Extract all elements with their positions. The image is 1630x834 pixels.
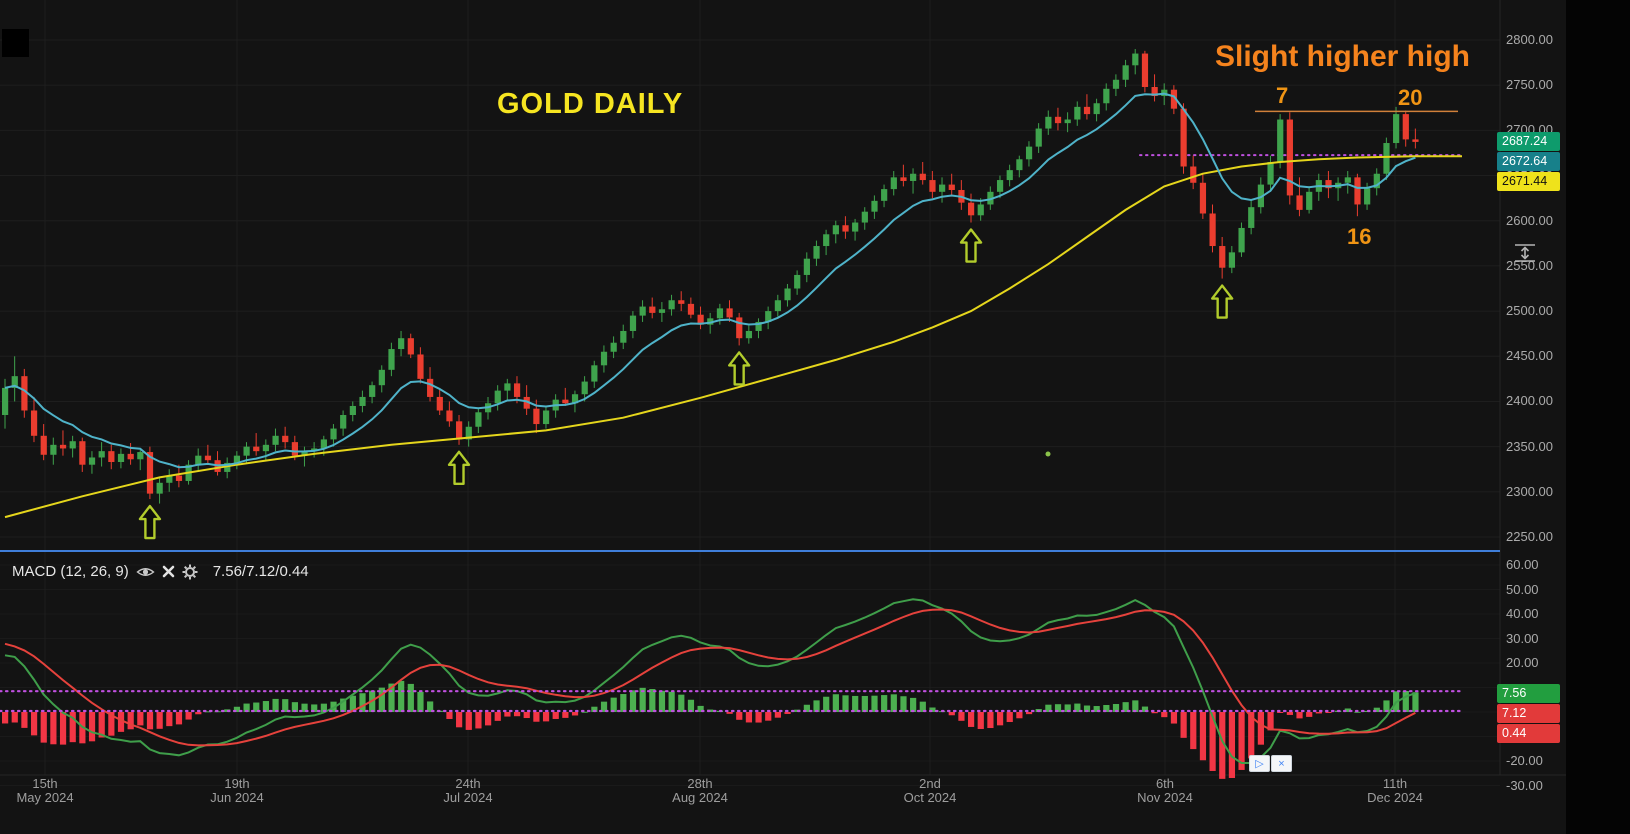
ad-badges: ▷ ×: [1249, 755, 1292, 772]
indicator-name: MACD (12, 26, 9): [12, 563, 129, 580]
price-tick-label: 2800.00: [1506, 32, 1553, 47]
indicator-header: MACD (12, 26, 9) 7.56/7.12/0.44: [12, 563, 309, 580]
price-tag: 2671.44: [1497, 172, 1560, 192]
time-axis-month-label: Jun 2024: [210, 790, 264, 805]
annotation-peak-7: 7: [1276, 83, 1289, 108]
price-tick-label: 2600.00: [1506, 212, 1553, 228]
price-tick-label: 2500.00: [1506, 303, 1553, 319]
time-axis-day-label: 28th: [687, 776, 713, 791]
time-axis-day-label: 6th: [1155, 776, 1175, 791]
macd-value-tag: 7.56: [1497, 683, 1560, 703]
macd-value-tag: 7.12: [1497, 703, 1560, 723]
annotation-dip-16: 16: [1347, 224, 1372, 249]
annotation-peak-20: 20: [1398, 85, 1423, 110]
time-axis-month-label: Nov 2024: [1137, 790, 1193, 805]
price-tag: 2687.24: [1497, 132, 1560, 152]
time-axis-month-label: May 2024: [16, 790, 74, 805]
macd-tick-label: 20.00: [1506, 655, 1539, 670]
time-axis-month-label: Oct 2024: [903, 790, 957, 805]
macd-tick-label: -20.00: [1506, 753, 1543, 768]
ad-close-icon[interactable]: ×: [1271, 755, 1292, 772]
macd-tick-label: 40.00: [1506, 606, 1539, 621]
macd-tick-label: 50.00: [1506, 581, 1539, 597]
time-axis-day-label: 15th: [32, 776, 58, 791]
annotation-higher-high: Slight higher high: [1215, 40, 1470, 73]
window-edge-strip: [1566, 0, 1630, 834]
price-tag: 2672.64: [1497, 152, 1560, 172]
gear-icon[interactable]: [182, 564, 198, 580]
indicator-values: 7.56/7.12/0.44: [212, 563, 309, 580]
price-tick-label: 2400.00: [1506, 393, 1553, 409]
macd-tick-label: 60.00: [1506, 557, 1539, 572]
time-axis-day-label: 24th: [455, 776, 481, 791]
close-x-icon[interactable]: [162, 565, 175, 578]
time-axis-day-label: 11th: [1382, 776, 1408, 791]
price-tick-label: 2250.00: [1506, 529, 1553, 544]
time-axis-month-label: Jul 2024: [443, 790, 493, 805]
price-tick-label: 2300.00: [1506, 483, 1553, 499]
price-tick-label: 2750.00: [1506, 77, 1553, 93]
macd-tick-label: 30.00: [1506, 630, 1539, 646]
price-tick-label: 2350.00: [1506, 438, 1553, 454]
time-axis-month-label: Dec 2024: [1367, 790, 1423, 805]
macd-value-tag: 0.44: [1497, 723, 1560, 743]
chart-title: GOLD DAILY: [497, 88, 684, 120]
macd-tick-label: -30.00: [1506, 777, 1543, 793]
price-tick-label: 2450.00: [1506, 348, 1553, 364]
corner-placeholder: [2, 29, 29, 57]
eye-icon[interactable]: [136, 565, 155, 579]
adchoices-icon[interactable]: ▷: [1249, 755, 1270, 772]
time-axis-day-label: 2nd: [919, 776, 941, 791]
time-axis-day-label: 19th: [224, 776, 250, 791]
price-scale-icon[interactable]: [1511, 241, 1539, 270]
time-axis-month-label: Aug 2024: [672, 790, 728, 805]
